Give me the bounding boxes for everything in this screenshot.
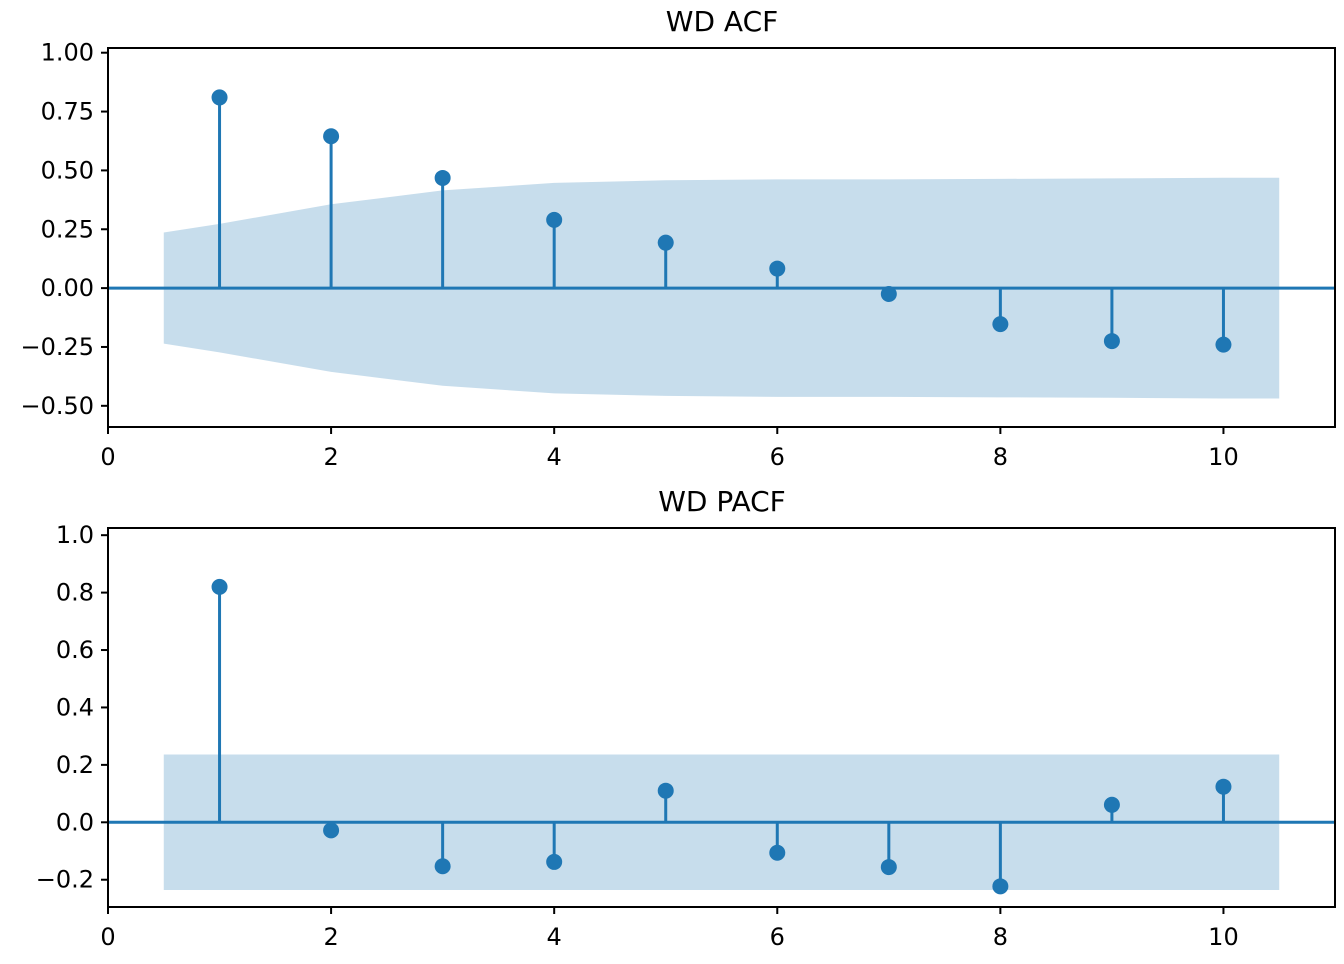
pacf-marker-lag-6 xyxy=(769,844,786,861)
pacf-title: WD PACF xyxy=(658,485,786,518)
pacf-marker-lag-2 xyxy=(323,822,340,839)
acf-title: WD ACF xyxy=(666,5,778,38)
acf-ytick-label: 0.50 xyxy=(41,156,94,184)
pacf-axes-frame xyxy=(107,527,1336,908)
pacf-ytick-label: −0.2 xyxy=(36,866,94,894)
acf-marker-lag-2 xyxy=(323,128,340,145)
acf-panel: WD ACF −0.50 −0.25 0.00 0.25 0.50 0.75 1.00 0 2 4… xyxy=(20,5,1336,471)
pacf-ytick-label: 0.2 xyxy=(56,751,94,779)
acf-ytick-label: 1.00 xyxy=(41,39,94,67)
acf-marker-lag-7 xyxy=(880,285,897,302)
acf-xtick-label: 8 xyxy=(993,443,1008,471)
pacf-panel: WD PACF −0.2 0.0 0.2 0.4 0.6 0.8 1.0 0 2 4 6 8 10 xyxy=(36,485,1336,951)
pacf-marker-lag-10 xyxy=(1215,778,1232,795)
acf-marker-lag-3 xyxy=(434,169,451,186)
pacf-ytick-label: 0.6 xyxy=(56,636,94,664)
acf-marker-lag-8 xyxy=(992,316,1009,333)
acf-axes-frame xyxy=(107,47,1336,428)
pacf-marker-lag-9 xyxy=(1103,796,1120,813)
pacf-marker-lag-5 xyxy=(657,782,674,799)
pacf-xtick-label: 2 xyxy=(323,923,338,951)
pacf-xtick-label: 8 xyxy=(993,923,1008,951)
pacf-marker-lag-4 xyxy=(546,853,563,870)
pacf-ytick-label: 0.0 xyxy=(56,808,94,836)
pacf-marker-lag-1 xyxy=(211,578,228,595)
acf-marker-lag-10 xyxy=(1215,336,1232,353)
pacf-xtick-label: 10 xyxy=(1208,923,1239,951)
acf-ytick-label: 0.25 xyxy=(41,215,94,243)
acf-ytick-label: 0.75 xyxy=(41,98,94,126)
pacf-ytick-label: 0.8 xyxy=(56,579,94,607)
acf-xtick-label: 6 xyxy=(770,443,785,471)
acf-xtick-label: 10 xyxy=(1208,443,1239,471)
acf-ytick-label: 0.00 xyxy=(41,274,94,302)
acf-ytick-label: −0.50 xyxy=(20,392,94,420)
pacf-ytick-label: 1.0 xyxy=(56,521,94,549)
pacf-marker-lag-7 xyxy=(880,859,897,876)
pacf-xtick-label: 4 xyxy=(547,923,562,951)
pacf-xtick-label: 0 xyxy=(100,923,115,951)
acf-xtick-label: 4 xyxy=(547,443,562,471)
acf-xtick-label: 0 xyxy=(100,443,115,471)
acf-xtick-label: 2 xyxy=(323,443,338,471)
pacf-marker-lag-8 xyxy=(992,878,1009,895)
acf-marker-lag-1 xyxy=(211,89,228,106)
pacf-ytick-label: 0.4 xyxy=(56,693,94,721)
pacf-xtick-label: 6 xyxy=(770,923,785,951)
acf-marker-lag-5 xyxy=(657,234,674,251)
acf-ytick-label: −0.25 xyxy=(20,333,94,361)
acf-marker-lag-6 xyxy=(769,260,786,277)
pacf-marker-lag-3 xyxy=(434,858,451,875)
acf-marker-lag-4 xyxy=(546,211,563,228)
acf-marker-lag-9 xyxy=(1103,333,1120,350)
